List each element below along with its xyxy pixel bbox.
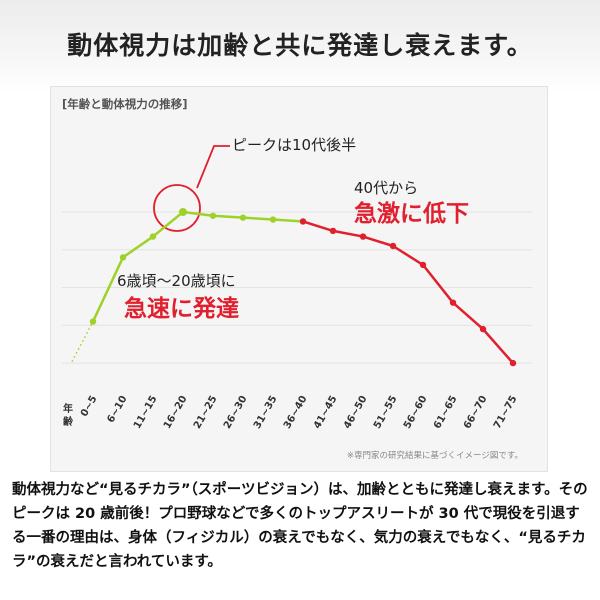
fall-annotation-line1: 40代から: [354, 179, 418, 197]
headline: 動体視力は加齢と共に発達し衰えます。: [67, 31, 533, 60]
x-tick-label: 51~55: [372, 394, 400, 431]
x-tick-label: 36~40: [282, 394, 310, 431]
data-point-26~30: [239, 214, 247, 221]
x-tick-label: 61~65: [432, 394, 460, 431]
data-point-66~70: [479, 325, 487, 333]
caption-text: 動体視力など“見るチカラ”（スポーツビジョン）は、加齢とともに発達し衰えます。そ…: [12, 482, 588, 570]
data-point-61~65: [449, 299, 457, 306]
chart-title: [年齢と動体視力の推移]: [62, 97, 188, 111]
grid-lines: [62, 211, 532, 364]
x-tick-label: 41~45: [312, 394, 340, 431]
x-tick-label: 56~60: [402, 394, 430, 431]
data-point-21~25: [209, 212, 217, 219]
header-band: 動体視力は加齢と共に発達し衰えます。: [0, 0, 600, 92]
fall-annotation-line2: 急激に低下: [354, 200, 469, 227]
x-axis-label-char2: 齢: [63, 415, 74, 428]
data-point-51~55: [389, 242, 397, 250]
x-tick-label: 71~75: [492, 394, 520, 431]
x-tick-label: 66~70: [462, 394, 490, 431]
data-point-36~40: [299, 218, 307, 225]
data-point-46~50: [359, 233, 367, 240]
series-line-rising: [91, 210, 304, 323]
x-tick-label: 0~5: [79, 394, 100, 419]
x-axis-label-char1: 年: [63, 402, 73, 415]
origin-dotted-lead: [71, 321, 94, 362]
data-point-11~15: [149, 233, 157, 240]
data-point-0~5: [89, 318, 97, 325]
x-tick-label: 16~20: [162, 394, 190, 431]
data-point-41~45: [329, 227, 337, 235]
x-tick-label: 46~50: [342, 394, 370, 431]
data-point-31~35: [269, 216, 277, 223]
x-tick-label: 21~25: [192, 394, 220, 431]
x-tick-label: 31~35: [252, 394, 280, 431]
data-point-16~20: [179, 208, 187, 216]
peak-leader-line: [196, 145, 230, 189]
x-tick-labels: 0~5 6~10 11~15 16~20 21~25 26~30 31~35 36~40 41~…: [79, 394, 520, 431]
peak-annotation: ピークは10代後半: [232, 136, 356, 154]
peak-highlight-circle: [153, 184, 201, 232]
chart-footnote: ※専門家の研究結果に基づくイメージ図です。: [347, 450, 523, 461]
rise-annotation-line1: 6歳頃〜20歳頃に: [117, 272, 236, 290]
rise-annotation-line2: 急速に発達: [124, 295, 239, 322]
data-point-6~10: [119, 254, 127, 261]
series-line-falling: [302, 220, 514, 364]
series-points: [89, 208, 517, 367]
chart-panel: [50, 86, 548, 472]
x-tick-label: 6~10: [105, 394, 129, 425]
data-point-56~60: [419, 261, 427, 269]
data-point-71~75: [509, 359, 517, 367]
x-tick-label: 11~15: [132, 394, 160, 431]
x-tick-label: 26~30: [222, 394, 250, 431]
